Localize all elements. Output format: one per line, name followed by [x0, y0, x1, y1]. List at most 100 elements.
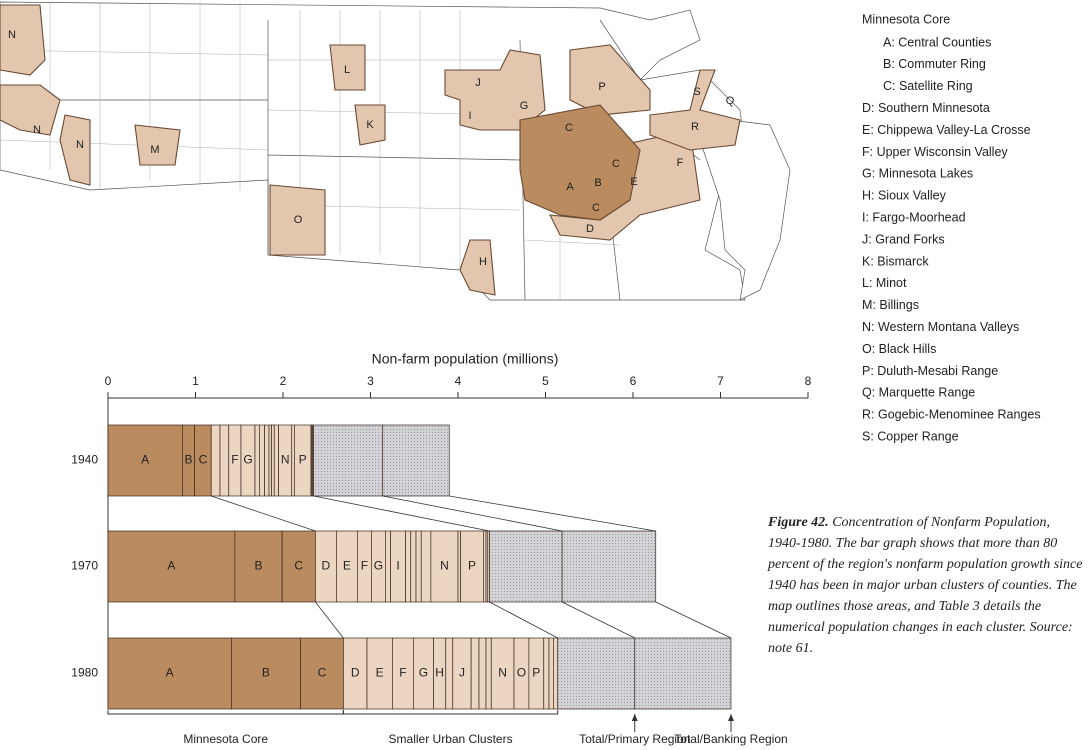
legend-item: C: Satellite Ring: [883, 79, 973, 93]
bar-segment: [470, 637, 480, 710]
segment-label: H: [435, 666, 444, 680]
annotation: Total/Primary Region: [579, 732, 690, 746]
x-tick-label: 8: [805, 374, 812, 388]
map-label: P: [598, 81, 605, 93]
segment-label: I: [396, 559, 399, 573]
segment-label: P: [299, 453, 307, 467]
x-tick-label: 2: [280, 374, 287, 388]
bar-segment: [219, 424, 230, 497]
bar-segment: [489, 530, 563, 603]
cluster: [649, 69, 741, 151]
bar-segment: [385, 530, 391, 603]
bar-segment: [445, 637, 454, 710]
bar-segment: [273, 424, 279, 497]
map-label: O: [294, 214, 303, 226]
annotation: Minnesota Core: [183, 732, 268, 746]
cluster: [59, 114, 91, 186]
map-label: G: [520, 100, 529, 112]
map-label: A: [566, 181, 574, 193]
map-label: R: [691, 121, 699, 133]
caption: Figure 42. Concentration of Nonfarm Popu…: [768, 512, 1084, 659]
segment-label: C: [199, 453, 208, 467]
bar-segment: [485, 637, 492, 710]
map: [0, 1, 791, 301]
bar-segment: [254, 424, 260, 497]
connector: [315, 601, 344, 639]
connector: [211, 495, 316, 532]
lake-michigan: [699, 119, 791, 301]
map-label: E: [630, 176, 637, 188]
segment-label: C: [294, 559, 303, 573]
x-tick-label: 6: [630, 374, 637, 388]
bar-segment: [366, 637, 393, 710]
bar-segment: [234, 530, 283, 603]
segment-label: A: [167, 559, 175, 573]
segment-label: E: [376, 666, 384, 680]
bar-segment: [478, 637, 487, 710]
bar-segment: [557, 637, 636, 710]
map-label: C: [612, 158, 620, 170]
annotation: Total/Banking Region: [674, 732, 787, 746]
segment-label: F: [399, 666, 406, 680]
x-tick-label: 5: [542, 374, 549, 388]
bar-segment: [107, 637, 232, 710]
bar-segment: [561, 530, 657, 603]
segment-label: N: [281, 453, 290, 467]
map-label: N: [8, 29, 16, 41]
segment-label: A: [166, 666, 174, 680]
y-tick-label: 1980: [71, 666, 98, 680]
legend-item: M: Billings: [862, 298, 919, 312]
arrow-head: [728, 714, 734, 721]
caption-text: Concentration of Nonfarm Population, 194…: [768, 515, 1083, 656]
x-tick-label: 1: [192, 374, 199, 388]
legend-item: L: Minot: [862, 276, 907, 290]
bar-segment: [483, 530, 487, 603]
connector: [489, 601, 558, 639]
arrow-head: [631, 714, 638, 721]
connector: [313, 495, 490, 532]
segment-label: P: [468, 559, 476, 573]
segment-label: N: [440, 559, 449, 573]
legend-item: S: Copper Range: [862, 429, 959, 443]
legend-item: R: Gogebic-Menominee Ranges: [862, 408, 1041, 422]
bar-segment: [313, 424, 384, 497]
bracket: [107, 710, 344, 715]
bar-segment: [107, 424, 183, 497]
map-label: C: [565, 122, 573, 134]
segment-label: C: [318, 666, 327, 680]
x-tick-label: 3: [367, 374, 374, 388]
segment-label: A: [141, 453, 149, 467]
segment-label: B: [262, 666, 270, 680]
segment-label: P: [532, 666, 540, 680]
segment-label: O: [517, 666, 526, 680]
cluster: [329, 44, 366, 91]
cluster: [569, 44, 651, 116]
legend-item: K: Bismarck: [862, 254, 929, 268]
bar-segment: [420, 530, 432, 603]
bar-segment: [553, 637, 559, 710]
map-label: F: [677, 157, 684, 169]
cluster: [0, 84, 61, 136]
map-label: H: [479, 256, 487, 268]
connector: [655, 601, 732, 639]
cluster: [459, 239, 496, 296]
map-label: C: [592, 202, 600, 214]
bar-segment: [410, 530, 417, 603]
bar-segment: [300, 637, 344, 710]
map-label: D: [586, 223, 594, 235]
y-tick-label: 1940: [71, 453, 98, 467]
legend-item: D: Southern Minnesota: [862, 101, 990, 115]
legend-item: J: Grand Forks: [862, 232, 945, 246]
bar-segment: [210, 424, 221, 497]
x-tick-label: 7: [717, 374, 724, 388]
connector: [561, 601, 635, 639]
segment-label: D: [351, 666, 360, 680]
legend-item: O: Black Hills: [862, 342, 936, 356]
cluster: [134, 124, 181, 166]
cluster: [0, 4, 46, 76]
bar-segment: [634, 637, 732, 710]
map-label: K: [366, 119, 374, 131]
legend-item: H: Sioux Valley: [862, 189, 947, 203]
legend-item: A: Central Counties: [883, 35, 991, 49]
